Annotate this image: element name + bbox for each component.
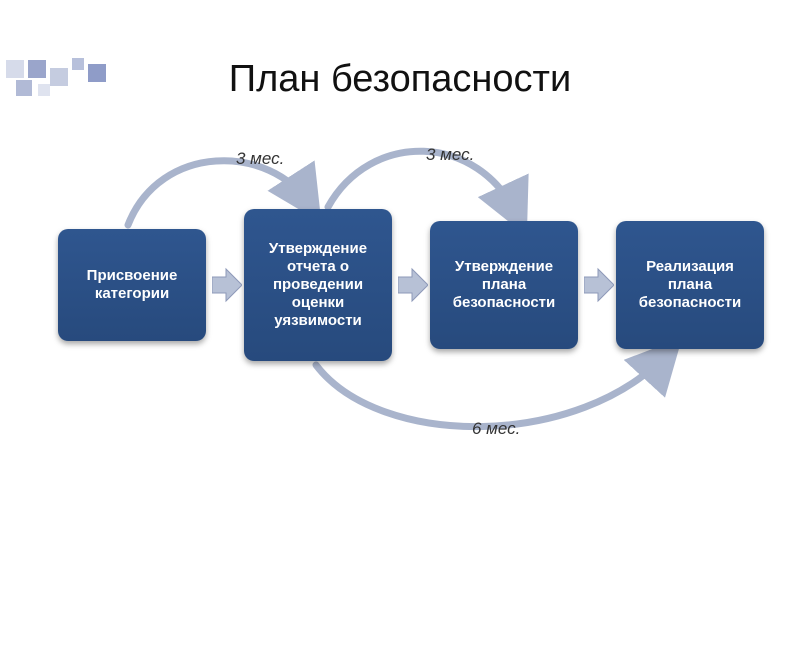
flow-arrow — [584, 267, 614, 308]
flow-node-label: Утверждение плана безопасности — [436, 258, 572, 312]
deco-square — [6, 60, 24, 78]
flow-arc-arc2 — [328, 151, 518, 217]
flow-node-n4: Реализация плана безопасности — [616, 221, 764, 349]
flow-arc-label: 6 мес. — [472, 419, 520, 439]
flow-diagram: Присвоение категории Утверждение отчета о… — [20, 109, 780, 449]
flow-arrow — [212, 267, 242, 308]
flow-node-label: Утверждение отчета о проведении оценки у… — [250, 240, 386, 330]
flow-arrow — [398, 267, 428, 308]
deco-square — [16, 80, 32, 96]
corner-decoration — [0, 58, 130, 98]
flow-node-label: Реализация плана безопасности — [622, 258, 758, 312]
flow-arc-label: 3 мес. — [236, 149, 284, 169]
flow-arc-arc3 — [316, 353, 668, 427]
flow-node-label: Присвоение категории — [64, 267, 200, 303]
flow-node-n1: Присвоение категории — [58, 229, 206, 341]
flow-node-n2: Утверждение отчета о проведении оценки у… — [244, 209, 392, 361]
deco-square — [28, 60, 46, 78]
flow-node-n3: Утверждение плана безопасности — [430, 221, 578, 349]
deco-square — [72, 58, 84, 70]
flow-arc-label: 3 мес. — [426, 145, 474, 165]
deco-square — [50, 68, 68, 86]
deco-square — [38, 84, 50, 96]
deco-square — [88, 64, 106, 82]
